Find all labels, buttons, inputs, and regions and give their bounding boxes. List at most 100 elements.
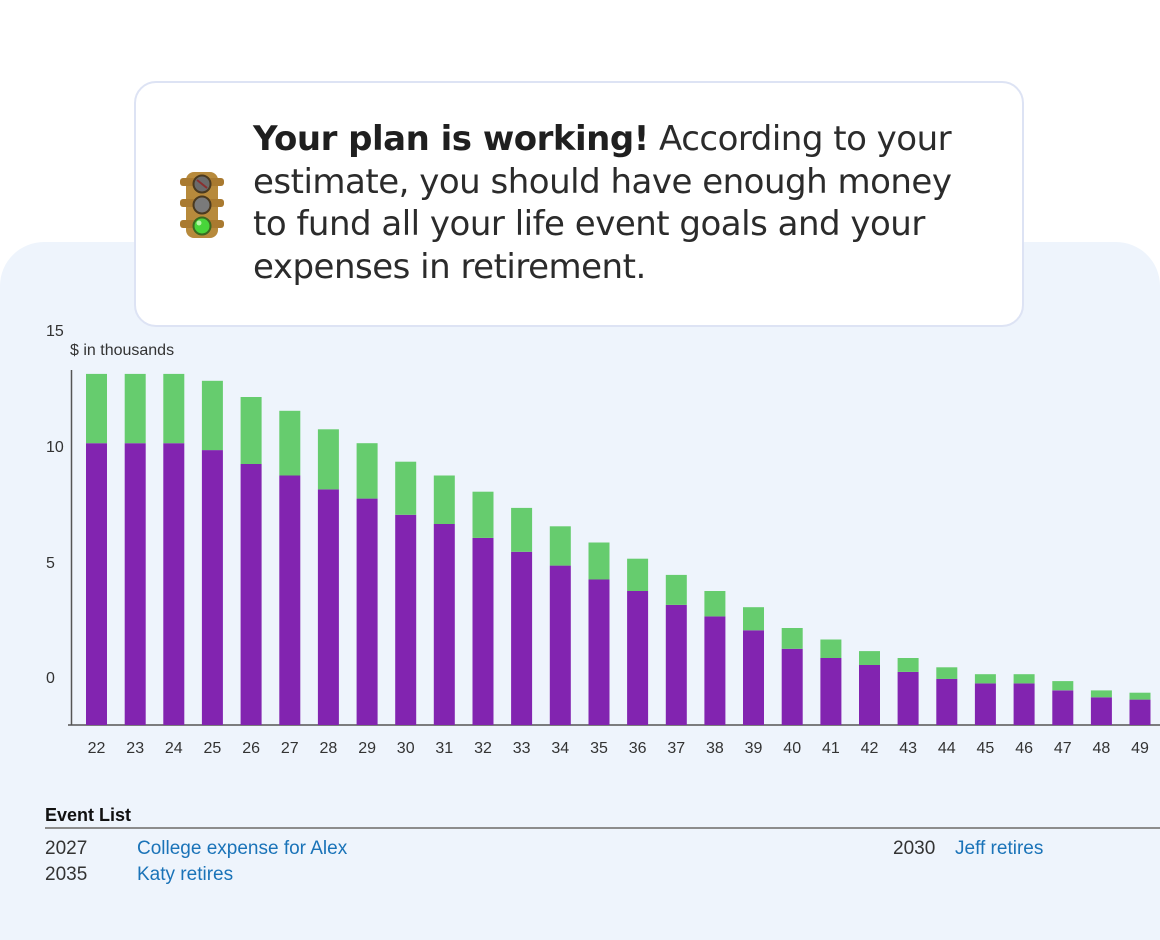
bar-segment-secondary <box>743 607 764 631</box>
bar-segment-primary <box>163 443 185 725</box>
y-axis-label: $ in thousands <box>70 342 175 359</box>
x-tick-label: 38 <box>706 740 724 757</box>
x-tick-label: 35 <box>590 740 608 757</box>
x-tick-label: 25 <box>204 740 222 757</box>
bar-segment-primary <box>395 514 417 725</box>
x-tick-label: 45 <box>977 740 995 757</box>
x-tick-label: 43 <box>899 740 917 757</box>
event-year: 2035 <box>45 864 88 885</box>
bar-segment-primary <box>1052 690 1074 726</box>
bar-segment-secondary <box>627 558 649 591</box>
x-tick-label: 33 <box>513 740 531 757</box>
x-tick-label: 29 <box>358 740 376 757</box>
bar-segment-secondary <box>279 410 301 476</box>
bar-segment-primary <box>511 551 533 726</box>
bar-segment-secondary <box>124 373 146 444</box>
event-list-title: Event List <box>45 805 132 825</box>
bar-segment-secondary <box>704 591 726 617</box>
x-tick-label: 39 <box>745 740 763 757</box>
event-year: 2030 <box>893 838 936 859</box>
y-tick-label: 5 <box>46 555 55 572</box>
bar-segment-secondary <box>163 373 185 444</box>
bar-segment-primary <box>1129 699 1151 725</box>
bar-segment-secondary <box>433 475 455 524</box>
bar-segment-primary <box>859 664 880 725</box>
bar-segment-secondary <box>511 507 533 552</box>
bar-segment-secondary <box>1013 674 1035 684</box>
bar-segment-secondary <box>1129 692 1151 700</box>
x-tick-label: 24 <box>165 740 183 757</box>
x-tick-label: 48 <box>1093 740 1111 757</box>
x-tick-label: 32 <box>474 740 492 757</box>
content-panel <box>0 242 1160 940</box>
x-tick-label: 47 <box>1054 740 1072 757</box>
traffic-light-icon <box>180 172 224 238</box>
event-link[interactable]: Katy retires <box>137 864 234 885</box>
bar-segment-primary <box>356 498 378 725</box>
bar-segment-secondary <box>395 461 417 515</box>
bar-segment-primary <box>279 475 301 725</box>
bar-segment-secondary <box>317 429 339 490</box>
status-message-bold: Your plan is working! <box>253 119 649 159</box>
bar-segment-primary <box>240 464 262 725</box>
x-tick-label: 26 <box>242 740 260 757</box>
x-tick-label: 30 <box>397 740 415 757</box>
bar-segment-primary <box>743 630 764 725</box>
bar-segment-secondary <box>820 639 842 658</box>
x-tick-label: 36 <box>629 740 647 757</box>
bar-segment-primary <box>317 489 339 725</box>
status-message-text: According to your estimate, you should h… <box>253 119 952 287</box>
bar-segment-primary <box>781 648 803 725</box>
x-tick-label: 22 <box>88 740 106 757</box>
x-tick-label: 40 <box>783 740 801 757</box>
event-link[interactable]: Jeff retires <box>955 838 1044 859</box>
x-tick-label: 28 <box>320 740 338 757</box>
bar-segment-secondary <box>859 651 880 665</box>
bar-segment-secondary <box>549 526 571 566</box>
bar-segment-primary <box>472 537 494 725</box>
x-tick-label: 44 <box>938 740 956 757</box>
bar-segment-primary <box>549 565 571 725</box>
y-tick-label: 0 <box>46 670 55 687</box>
bar-segment-secondary <box>1052 681 1074 691</box>
x-tick-label: 23 <box>126 740 144 757</box>
status-message: Your plan is working! According to your … <box>253 118 993 288</box>
bar-segment-secondary <box>240 397 262 464</box>
bar-segment-primary <box>86 443 107 725</box>
bar-segment-secondary <box>974 674 996 684</box>
bar-segment-secondary <box>86 373 107 444</box>
bar-segment-secondary <box>201 380 223 451</box>
bar-segment-secondary <box>472 491 494 538</box>
x-tick-label: 31 <box>435 740 453 757</box>
bar-segment-secondary <box>936 667 958 679</box>
event-year: 2027 <box>45 838 88 859</box>
bar-chart: 22 23 24 25 26 27 28 29 30 31 32 33 34 35 36 37 38 39 40 41… <box>68 370 1160 757</box>
bar-segment-primary <box>974 683 996 725</box>
bar-segment-secondary <box>1090 690 1112 698</box>
bar-segment-secondary <box>897 658 919 672</box>
bar-segment-primary <box>1013 683 1035 725</box>
status-callout <box>134 81 1024 327</box>
bar-segment-secondary <box>356 443 378 499</box>
x-tick-label: 42 <box>861 740 879 757</box>
x-tick-label: 34 <box>551 740 569 757</box>
x-tick-label: 46 <box>1015 740 1033 757</box>
x-tick-label: 49 <box>1131 740 1149 757</box>
bar-segment-secondary <box>781 628 803 649</box>
event-list-divider <box>45 827 1160 829</box>
bar-segment-primary <box>897 671 919 725</box>
bar-segment-primary <box>627 591 649 725</box>
bar-segment-secondary <box>588 542 610 580</box>
bar-segment-primary <box>704 616 726 725</box>
y-tick-label: 10 <box>46 439 64 456</box>
bar-segment-secondary <box>665 574 687 605</box>
event-link[interactable]: College expense for Alex <box>137 838 348 859</box>
bar-segment-primary <box>820 658 842 725</box>
bar-segment-primary <box>665 604 687 725</box>
x-tick-label: 37 <box>667 740 685 757</box>
bar-segment-primary <box>1090 697 1112 725</box>
y-tick-label: 15 <box>46 323 64 340</box>
bar-segment-primary <box>124 443 146 725</box>
bar-segment-primary <box>588 579 610 725</box>
x-tick-label: 27 <box>281 740 299 757</box>
